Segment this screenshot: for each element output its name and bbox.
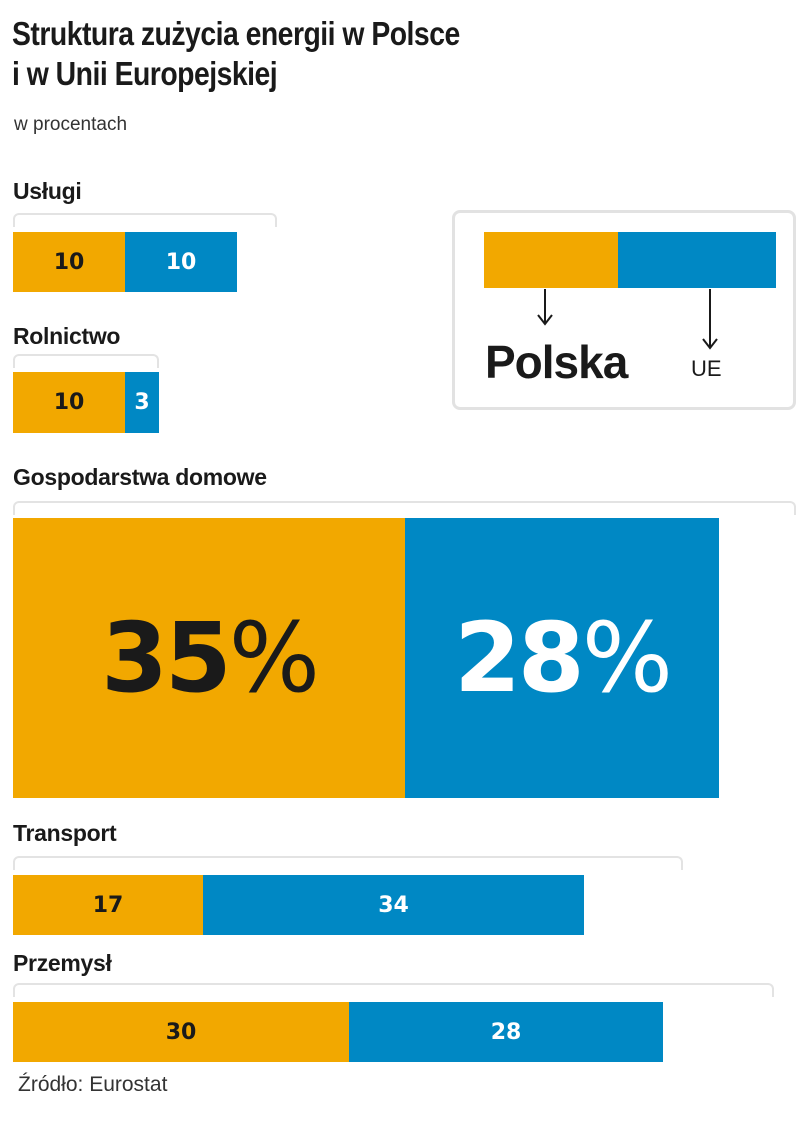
category-label-transport: Transport: [13, 820, 117, 846]
bar-unit-gospodarstwa-ue: %: [581, 602, 673, 714]
legend-label-ue: UE: [691, 356, 722, 381]
bar-frame-uslugi: [13, 213, 277, 227]
bar-value-gospodarstwa-ue: 28: [454, 602, 585, 714]
legend-label-polska: Polska: [485, 336, 628, 388]
bar-segment-gospodarstwa-ue: 28%: [405, 518, 719, 798]
bar-value-transport-ue: 34: [378, 892, 409, 918]
bar-value-rolnictwo-ue: 3: [134, 390, 150, 415]
bar-unit-gospodarstwa-polska: %: [228, 602, 320, 714]
bar-segment-uslugi-polska: 10: [13, 232, 125, 292]
category-label-rolnictwo: Rolnictwo: [13, 323, 121, 349]
bar-rolnictwo: 10 3: [13, 372, 159, 433]
source-note: Źródło: Eurostat: [18, 1073, 168, 1096]
bar-value-uslugi-polska: 10: [53, 249, 85, 275]
legend-bar: [484, 232, 776, 288]
bar-segment-gospodarstwa-polska: 35%: [13, 518, 405, 798]
category-label-gospodarstwa: Gospodarstwa domowe: [13, 464, 267, 490]
bar-segment-przemysl-ue: 28: [349, 1002, 663, 1062]
bar-uslugi: 10 10: [13, 232, 237, 292]
legend-arrow-polska: [537, 289, 553, 326]
bar-frame-gospodarstwa: [13, 501, 796, 515]
legend-arrows: [537, 289, 718, 350]
category-label-przemysl: Przemysł: [13, 950, 112, 976]
chart-subtitle: w procentach: [14, 114, 128, 135]
bar-value-gospodarstwa-polska: 35: [101, 602, 232, 714]
bar-value-rolnictwo-polska: 10: [53, 390, 85, 415]
legend-arrow-ue: [702, 289, 718, 350]
legend-swatch-ue: [618, 232, 776, 288]
bar-segment-rolnictwo-polska: 10: [13, 372, 125, 433]
chart-title-line-2: i w Unii Europejskiej: [12, 55, 278, 92]
chart-title-line-1: Struktura zużycia energii w Polsce: [12, 15, 460, 52]
bar-segment-przemysl-polska: 30: [13, 1002, 349, 1062]
category-label-uslugi: Usługi: [13, 178, 82, 204]
bar-value-uslugi-ue: 10: [165, 249, 197, 275]
bar-frame-przemysl: [13, 983, 774, 997]
chart-title: Struktura zużycia energii w Polsce i w U…: [12, 14, 460, 94]
legend-swatch-polska: [484, 232, 618, 288]
bar-value-transport-polska: 17: [92, 892, 124, 918]
bar-transport: 17 34: [13, 875, 584, 935]
bar-gospodarstwa: 35% 28%: [13, 518, 719, 798]
bar-segment-transport-polska: 17: [13, 875, 203, 935]
bar-segment-uslugi-ue: 10: [125, 232, 237, 292]
bar-value-przemysl-ue: 28: [490, 1019, 522, 1045]
bar-value-przemysl-polska: 30: [165, 1019, 197, 1045]
bar-segment-rolnictwo-ue: 3: [125, 372, 159, 433]
bar-segment-transport-ue: 34: [203, 875, 584, 935]
bar-frame-rolnictwo: [13, 354, 159, 368]
bar-przemysl: 30 28: [13, 1002, 663, 1062]
legend: Polska UE: [452, 210, 796, 410]
bar-frame-transport: [13, 856, 683, 870]
